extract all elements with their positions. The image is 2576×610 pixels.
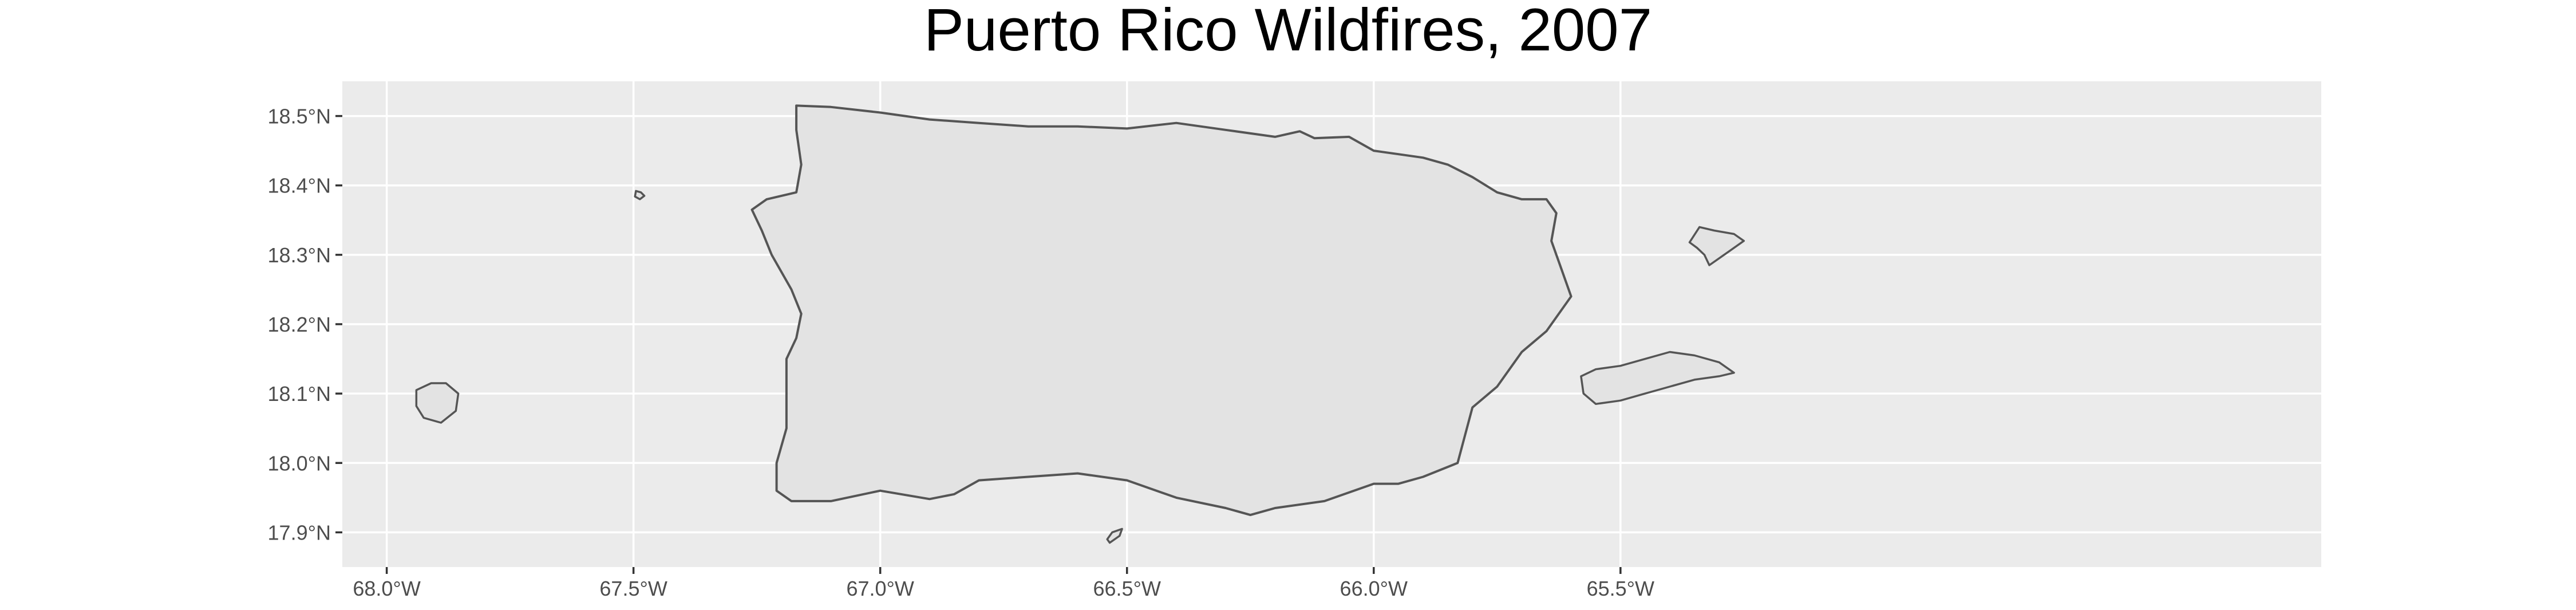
- x-tick-label-65-5-w: 65.5°W: [1587, 577, 1654, 600]
- y-tick-label-18-5-n: 18.5°N: [268, 105, 331, 128]
- land-caja-de-muertos: [1106, 528, 1123, 544]
- x-tick-label-66-0-w: 66.0°W: [1340, 577, 1408, 600]
- axis-ticks: 68.0°W 67.5°W 67.0°W 66.5°W 66.0°W 65.5°W 18.5…: [268, 105, 1655, 600]
- y-tick-label-18-0-n: 18.0°N: [268, 451, 331, 475]
- y-tick-label-17-9-n: 17.9°N: [268, 521, 331, 544]
- land-desecheo: [634, 190, 646, 200]
- x-tick-label-66-5-w: 66.5°W: [1093, 577, 1161, 600]
- land-puerto-rico-main-island: [750, 104, 1573, 517]
- x-tick-label-68-0-w: 68.0°W: [353, 577, 420, 600]
- y-tick-label-18-4-n: 18.4°N: [268, 174, 331, 198]
- y-tick-label-18-2-n: 18.2°N: [268, 313, 331, 336]
- map-features: [415, 104, 1745, 544]
- land-culebra: [1688, 226, 1745, 266]
- x-tick-label-67-5-w: 67.5°W: [599, 577, 667, 600]
- land-mona: [415, 382, 460, 424]
- x-tick-label-67-0-w: 67.0°W: [846, 577, 914, 600]
- land-vieques: [1580, 351, 1735, 406]
- chart-title: Puerto Rico Wildfires, 2007: [924, 0, 1652, 64]
- y-tick-label-18-3-n: 18.3°N: [268, 243, 331, 267]
- y-tick-label-18-1-n: 18.1°N: [268, 382, 331, 406]
